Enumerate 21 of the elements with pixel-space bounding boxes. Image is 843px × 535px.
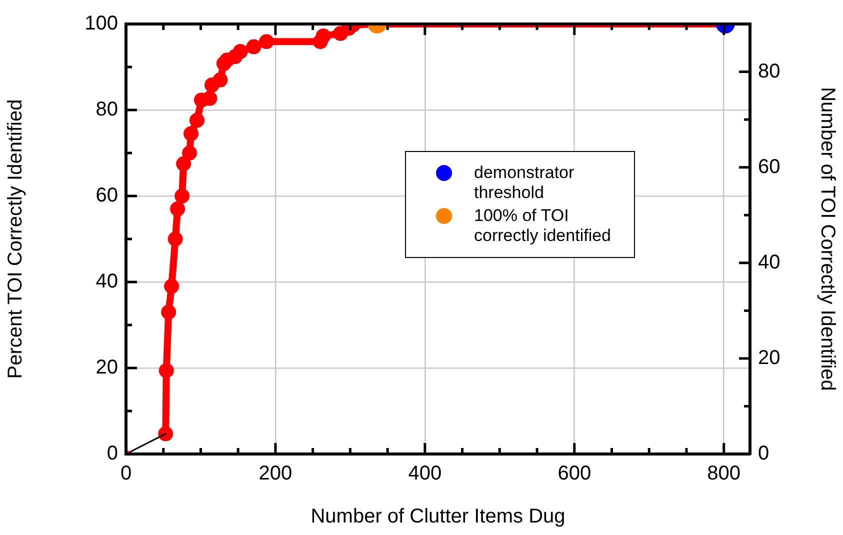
x-axis-title: Number of Clutter Items Dug (310, 506, 566, 528)
legend-label: 100% of TOI correctly identified (474, 206, 612, 246)
y2-tick-label: 60 (758, 156, 780, 178)
y-tick-label: 100 (84, 12, 118, 35)
y-tick-label: 80 (96, 98, 118, 121)
y-tick-label: 0 (106, 442, 118, 465)
x-tick-label: 0 (120, 462, 132, 485)
y-tick-label: 60 (96, 184, 118, 207)
x-tick-label: 600 (558, 462, 592, 485)
y-tick-label: 20 (96, 356, 118, 379)
y2-tick-label: 20 (758, 346, 780, 369)
y2-tick-label: 80 (758, 60, 780, 82)
y2-tick-label: 0 (758, 442, 770, 465)
legend-label: demonstrator threshold (474, 162, 576, 202)
y2-axis-title: Number of TOI Correctly Identified (816, 87, 838, 391)
y2-tick-label: 40 (758, 251, 780, 274)
x-tick-label: 400 (408, 462, 442, 485)
y-axis-title: Percent TOI Correctly Identified (4, 99, 27, 379)
x-tick-label: 800 (707, 462, 741, 485)
y-tick-label: 40 (96, 270, 118, 293)
x-tick-label: 200 (258, 462, 292, 485)
